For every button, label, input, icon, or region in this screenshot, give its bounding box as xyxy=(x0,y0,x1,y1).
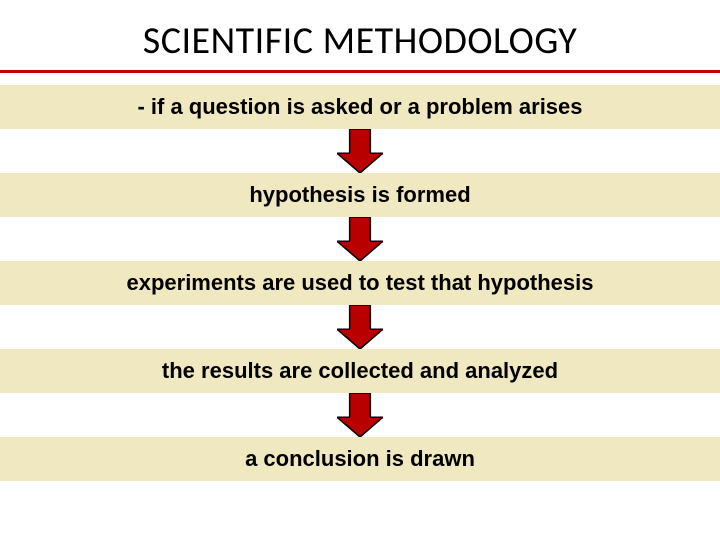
flow-step-label: - if a question is asked or a problem ar… xyxy=(137,94,582,120)
flow-step: the results are collected and analyzed xyxy=(0,349,720,393)
flow-arrow-slot xyxy=(0,305,720,349)
flow-step: experiments are used to test that hypoth… xyxy=(0,261,720,305)
down-arrow-icon xyxy=(337,129,383,173)
down-arrow-icon xyxy=(337,217,383,261)
flowchart: - if a question is asked or a problem ar… xyxy=(0,73,720,481)
flow-step: a conclusion is drawn xyxy=(0,437,720,481)
down-arrow-icon xyxy=(337,393,383,437)
flow-arrow-slot xyxy=(0,217,720,261)
flow-step-label: the results are collected and analyzed xyxy=(162,358,558,384)
flow-arrow-slot xyxy=(0,393,720,437)
flow-step-label: a conclusion is drawn xyxy=(245,446,475,472)
flow-step: hypothesis is formed xyxy=(0,173,720,217)
down-arrow-icon xyxy=(337,305,383,349)
flow-step-label: experiments are used to test that hypoth… xyxy=(126,270,593,296)
flow-step-label: hypothesis is formed xyxy=(249,182,470,208)
flow-step: - if a question is asked or a problem ar… xyxy=(0,85,720,129)
page-title: SCIENTIFIC METHODOLOGY xyxy=(0,18,720,64)
flow-arrow-slot xyxy=(0,129,720,173)
title-container: SCIENTIFIC METHODOLOGY xyxy=(0,0,720,70)
